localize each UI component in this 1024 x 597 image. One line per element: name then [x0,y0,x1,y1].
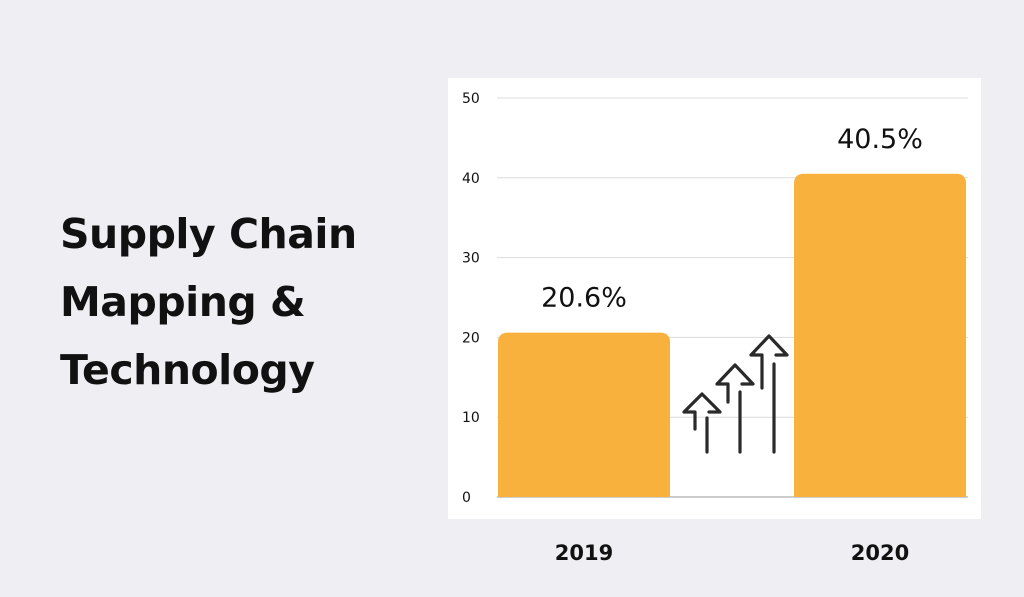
title-line: Supply Chain [60,210,357,258]
bar-2019 [498,332,670,497]
y-axis-ticks: 0 10 20 30 40 50 [462,91,480,506]
y-tick-label: 0 [462,490,471,506]
y-tick-label: 10 [462,410,480,426]
x-category-label: 2020 [851,541,909,565]
title-line: Mapping & [60,278,306,326]
data-label: 20.6% [541,283,627,314]
x-category-label: 2019 [555,541,613,565]
y-tick-label: 20 [462,330,480,346]
y-tick-label: 40 [462,171,480,187]
data-labels: 20.6% 40.5% [541,124,923,314]
rising-arrows-icon [682,334,789,454]
chart-title: Supply Chain Mapping & Technology [60,200,420,404]
bar-2020 [794,173,966,497]
bars [498,173,966,497]
title-line: Technology [60,346,315,394]
x-axis-labels: 2019 2020 [555,541,909,565]
y-tick-label: 50 [462,91,480,107]
data-label: 40.5% [837,124,923,155]
y-tick-label: 30 [462,251,480,267]
